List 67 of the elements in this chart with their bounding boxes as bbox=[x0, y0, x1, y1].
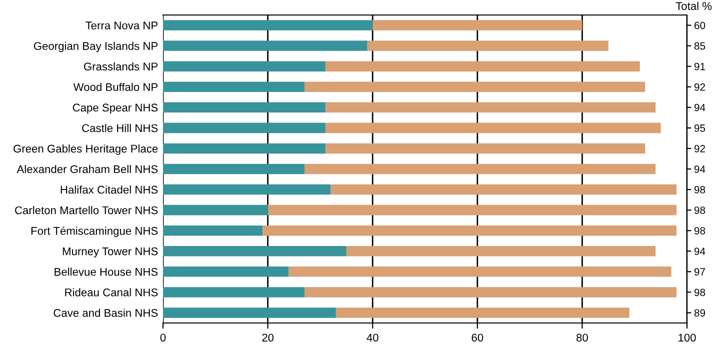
x-tick-label: 20 bbox=[262, 334, 274, 342]
y-tick-label: Wood Buffalo NP bbox=[73, 82, 158, 91]
text: 60 bbox=[694, 22, 706, 30]
text: 98 bbox=[694, 288, 706, 296]
bar bbox=[325, 61, 640, 72]
bar bbox=[163, 122, 326, 134]
bar bbox=[163, 266, 289, 277]
y-tick-label: Rideau Canal NHS bbox=[65, 288, 158, 296]
y-tick-label: Fort Témiscamingue NHS bbox=[31, 226, 158, 237]
bar bbox=[163, 102, 326, 113]
y-tick-label: Cape Spear NHS bbox=[72, 104, 158, 114]
x-tick-label: 100 bbox=[678, 334, 696, 342]
text: 91 bbox=[694, 62, 706, 70]
text: 94 bbox=[694, 104, 706, 112]
x-tick-label: 80 bbox=[576, 334, 588, 342]
bar bbox=[163, 246, 346, 256]
bar bbox=[163, 40, 368, 51]
bar bbox=[163, 164, 304, 174]
bar bbox=[163, 308, 336, 318]
text: 92 bbox=[694, 83, 706, 91]
text: 98 bbox=[694, 186, 706, 194]
bar bbox=[163, 20, 373, 30]
bar bbox=[268, 204, 677, 216]
bar bbox=[330, 184, 677, 195]
text: 89 bbox=[694, 309, 706, 317]
y-tick-label: Carleton Martello Tower NHS bbox=[15, 206, 158, 214]
text: 98 bbox=[694, 227, 706, 234]
text: 94 bbox=[694, 248, 706, 256]
y-tick-label: Murney Tower NHS bbox=[62, 247, 158, 258]
bar bbox=[325, 102, 656, 113]
y-tick-label: Cave and Basin NHS bbox=[54, 308, 158, 317]
bar bbox=[304, 82, 646, 92]
text: Total % bbox=[676, 2, 712, 10]
y-tick-label: Bellevue House NHS bbox=[54, 268, 158, 276]
y-tick-label: Castle Hill NHS bbox=[82, 124, 158, 132]
x-tick-label: 40 bbox=[366, 334, 378, 342]
text: 94 bbox=[694, 166, 706, 173]
bar bbox=[163, 225, 263, 236]
bar bbox=[372, 20, 582, 30]
text: 85 bbox=[694, 42, 706, 50]
y-tick-label: Grasslands NP bbox=[84, 62, 158, 70]
bar bbox=[325, 122, 661, 134]
bar bbox=[163, 61, 326, 72]
bar bbox=[367, 40, 608, 51]
bar bbox=[288, 266, 672, 277]
bar bbox=[304, 164, 656, 174]
text: 92 bbox=[694, 144, 706, 152]
bar bbox=[336, 308, 630, 318]
bar bbox=[163, 204, 268, 216]
bar bbox=[325, 143, 646, 154]
text: 98 bbox=[694, 206, 706, 214]
x-tick-label: 0 bbox=[160, 334, 166, 342]
bar bbox=[346, 246, 656, 256]
bar bbox=[304, 287, 677, 298]
bar bbox=[262, 225, 677, 236]
bar bbox=[163, 82, 304, 92]
text: 95 bbox=[694, 124, 706, 132]
bar bbox=[163, 184, 331, 195]
y-tick-label: Alexander Graham Bell NHS bbox=[16, 164, 158, 174]
y-tick-label: Halifax Citadel NHS bbox=[60, 186, 158, 194]
y-tick-label: Green Gables Heritage Place bbox=[14, 144, 158, 155]
y-tick-label: Terra Nova NP bbox=[86, 22, 158, 30]
bar bbox=[163, 287, 304, 298]
y-tick-label: Georgian Bay Islands NP bbox=[34, 42, 158, 52]
x-tick-label: 60 bbox=[472, 334, 484, 342]
text: 97 bbox=[694, 268, 706, 276]
bar bbox=[163, 143, 326, 154]
